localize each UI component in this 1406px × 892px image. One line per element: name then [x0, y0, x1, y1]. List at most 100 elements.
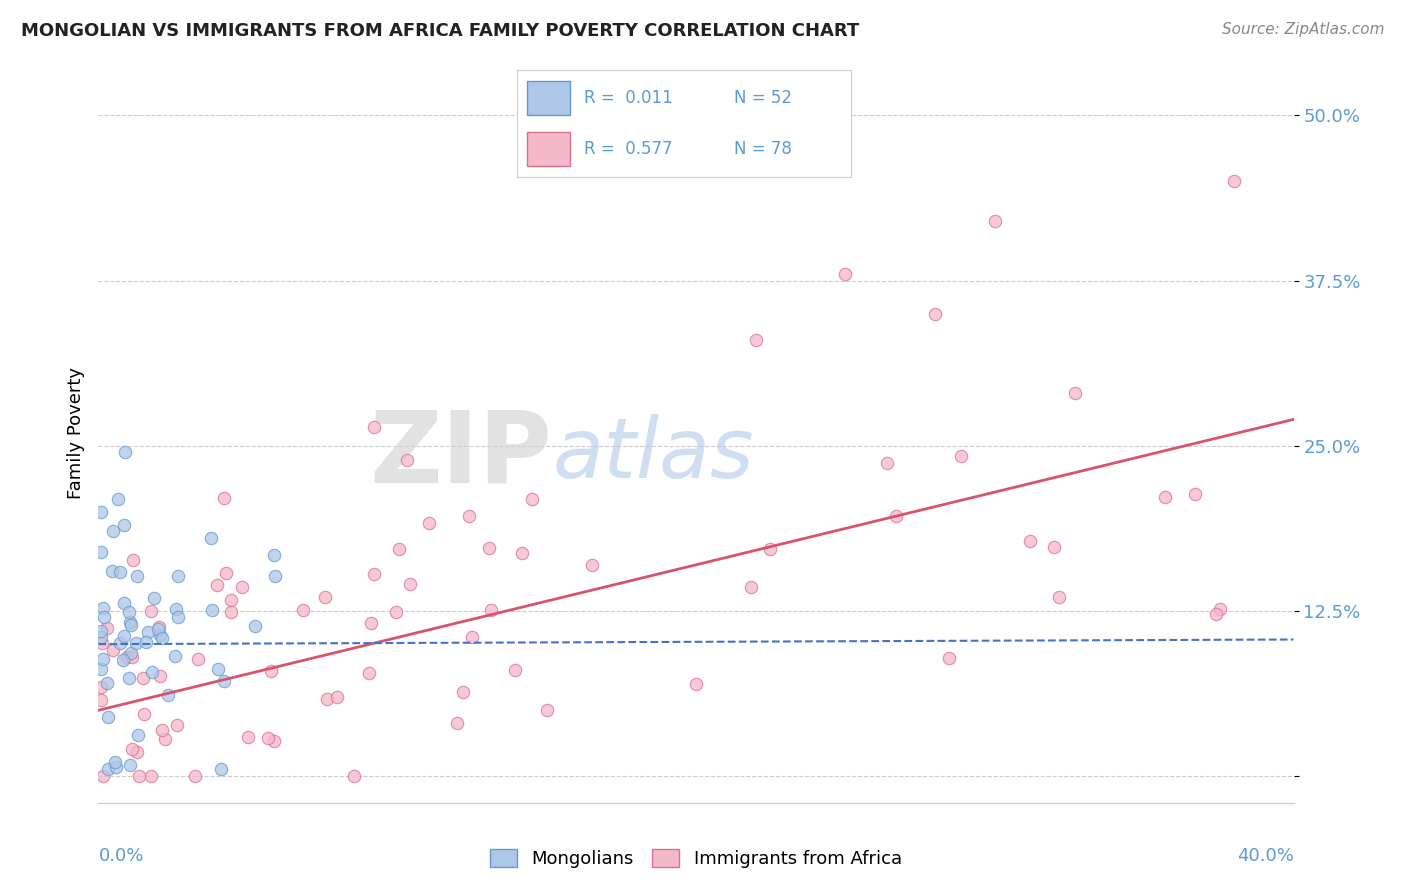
Point	[91, 600, 114, 615]
Point	[112, 518, 135, 533]
Point	[363, 567, 385, 582]
Point	[184, 769, 207, 783]
Point	[125, 569, 148, 583]
Point	[200, 532, 222, 546]
Point	[118, 671, 141, 685]
Point	[245, 619, 267, 633]
Point	[165, 602, 187, 616]
Point	[1064, 386, 1087, 401]
Point	[260, 664, 283, 678]
Point	[458, 509, 481, 524]
Point	[187, 652, 209, 666]
Point	[114, 445, 136, 459]
Point	[115, 649, 138, 664]
Point	[96, 621, 118, 635]
Point	[207, 662, 229, 676]
Point	[212, 491, 235, 505]
Point	[91, 651, 114, 665]
Point	[209, 762, 232, 776]
Point	[120, 646, 142, 660]
Point	[446, 716, 468, 731]
Point	[93, 609, 115, 624]
Point	[90, 693, 112, 707]
Point	[461, 630, 484, 644]
Point	[399, 577, 422, 591]
Point	[418, 516, 440, 530]
Point	[112, 596, 135, 610]
Point	[1154, 490, 1177, 504]
Point	[148, 620, 170, 634]
Point	[125, 745, 148, 759]
Point	[384, 605, 406, 619]
Point	[118, 758, 141, 772]
Point	[143, 591, 166, 605]
Point	[90, 505, 112, 519]
Point	[231, 581, 253, 595]
Point	[141, 665, 163, 680]
Point	[326, 690, 349, 704]
Point	[134, 634, 156, 648]
Point	[388, 542, 411, 557]
Point	[122, 553, 145, 567]
Point	[834, 267, 856, 281]
Point	[149, 628, 172, 642]
Point	[219, 605, 242, 619]
Point	[96, 710, 118, 724]
Point	[1205, 607, 1227, 621]
Point	[96, 676, 118, 690]
Point	[90, 544, 112, 558]
Point	[97, 762, 120, 776]
Point	[510, 545, 533, 559]
Point	[150, 631, 173, 645]
Point	[90, 624, 112, 638]
Point	[132, 707, 155, 722]
Point	[314, 590, 336, 604]
Point	[132, 671, 155, 685]
Point	[127, 728, 149, 742]
Point	[522, 491, 544, 506]
Point	[360, 616, 382, 631]
Point	[886, 509, 908, 524]
Point	[103, 643, 125, 657]
Point	[264, 568, 287, 582]
Point	[201, 602, 224, 616]
Point	[101, 565, 124, 579]
Point	[581, 558, 603, 573]
Point	[148, 623, 170, 637]
Legend: Mongolians, Immigrants from Africa: Mongolians, Immigrants from Africa	[482, 841, 910, 875]
Point	[505, 663, 527, 677]
Point	[984, 214, 1007, 228]
Point	[263, 549, 285, 563]
Point	[121, 742, 143, 756]
Point	[167, 569, 190, 583]
Point	[478, 541, 501, 555]
Point	[104, 756, 127, 770]
Point	[112, 629, 135, 643]
Point	[120, 617, 142, 632]
Point	[90, 630, 112, 644]
Point	[90, 680, 112, 694]
Text: atlas: atlas	[553, 414, 754, 495]
Point	[121, 650, 143, 665]
Point	[141, 769, 163, 783]
Point	[105, 760, 128, 774]
Point	[163, 648, 186, 663]
Point	[236, 730, 259, 744]
Point	[1019, 533, 1042, 548]
Point	[136, 625, 159, 640]
Point	[938, 651, 960, 665]
Point	[93, 769, 115, 783]
Text: Source: ZipAtlas.com: Source: ZipAtlas.com	[1222, 22, 1385, 37]
Text: 0.0%: 0.0%	[98, 847, 143, 865]
Point	[1223, 174, 1246, 188]
Point	[156, 688, 179, 702]
Point	[215, 566, 238, 581]
Point	[153, 732, 176, 747]
Point	[117, 605, 139, 619]
Point	[876, 456, 898, 470]
Point	[357, 665, 380, 680]
Point	[108, 566, 131, 580]
Point	[453, 685, 475, 699]
Point	[949, 449, 972, 463]
Point	[90, 662, 112, 676]
